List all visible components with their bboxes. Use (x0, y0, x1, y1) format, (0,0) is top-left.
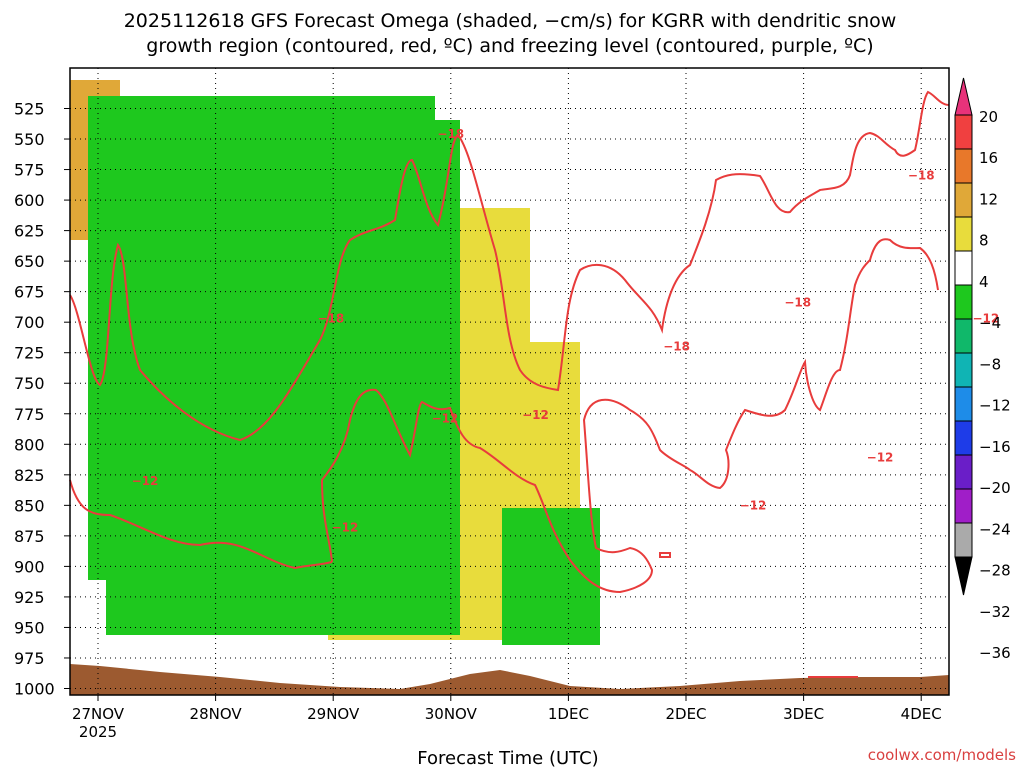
x-tick-label: 29NOV (307, 705, 360, 723)
omega-shading (70, 80, 600, 645)
contour-label: −18 (437, 127, 464, 141)
surface-terrain (70, 664, 949, 695)
y-tick-label: 825 (14, 466, 45, 485)
y-tick-label: 1000 (14, 680, 55, 699)
x-tick-label: 3DEC (783, 705, 824, 723)
y-tick-label: 750 (14, 374, 45, 393)
y-tick-label: 575 (14, 161, 45, 180)
y-tick-label: 650 (14, 252, 45, 271)
y-tick-label: 525 (14, 100, 45, 119)
contour-label: −12 (332, 520, 359, 534)
y-tick-label: 550 (14, 130, 45, 149)
y-tick-label: 700 (14, 313, 45, 332)
y-tick-label: 975 (14, 649, 45, 668)
omega-shade-region (106, 120, 460, 635)
y-tick-label: 950 (14, 618, 45, 637)
colorbar-segment (954, 216, 973, 252)
colorbar-segment (954, 522, 973, 558)
colorbar: 20 16 12 8 4 −4 −8 −12 −16 −20 −24 −28 −32 −36 (954, 77, 1011, 662)
contour-label: −12 (132, 474, 159, 488)
dgz-contour-line (659, 552, 671, 558)
colorbar-tick-label: 8 (979, 232, 989, 250)
y-tick-label: 625 (14, 222, 45, 241)
contour-label: −18 (784, 296, 811, 310)
y-tick-label: 775 (14, 405, 45, 424)
contour-label: −18 (908, 169, 935, 183)
chart-title-line2: growth region (contoured, red, ºC) and f… (146, 35, 873, 57)
x-tick-label: 4DEC (901, 705, 942, 723)
y-axis: 525 550 575 600 625 650 675 700 725 750 775 800 825 8… (14, 100, 70, 699)
contour-label: −12 (740, 498, 767, 512)
contour-label: −12 (972, 312, 999, 326)
colorbar-tick-label: −4 (979, 314, 1001, 332)
x-tick-label: 27NOV (72, 705, 125, 723)
x-tick-label: 30NOV (425, 705, 478, 723)
colorbar-tick-label: −16 (979, 438, 1011, 456)
colorbar-tick-label: −12 (979, 397, 1011, 415)
dgz-contours (69, 90, 950, 678)
dgz-contour-line (69, 90, 950, 442)
colorbar-tick-label: 12 (979, 190, 998, 208)
chart-title-line1: 2025112618 GFS Forecast Omega (shaded, −… (124, 10, 897, 32)
x-tick-label: 28NOV (190, 705, 243, 723)
contour-labels: −18−18−12−12−12−12−18−18−12−12−18−12−12−… (132, 127, 1000, 534)
colorbar-tick-label: −8 (979, 355, 1001, 373)
colorbar-tick-label: −36 (979, 644, 1011, 662)
contour-label: −12 (522, 408, 549, 422)
colorbar-bottom-arrow (954, 556, 973, 596)
terrain-fill (70, 664, 949, 695)
y-tick-label: 725 (14, 344, 45, 363)
colorbar-tick-label: −20 (979, 479, 1011, 497)
y-tick-label: 875 (14, 527, 45, 546)
x-axis: 27NOV 28NOV 29NOV 30NOV 1DEC 2DEC 3DEC 4DEC (72, 695, 942, 723)
y-tick-label: 800 (14, 435, 45, 454)
colorbar-segment (954, 352, 973, 388)
colorbar-tick-label: −28 (979, 562, 1011, 580)
contour-label: −12 (432, 412, 459, 426)
colorbar-segment (954, 318, 973, 354)
y-tick-label: 850 (14, 496, 45, 515)
colorbar-tick-label: 4 (979, 273, 989, 291)
colorbar-tick-label: 20 (979, 108, 998, 126)
contour-label: −18 (663, 340, 690, 354)
x-axis-label: Forecast Time (UTC) (417, 748, 598, 768)
colorbar-top-arrow (954, 77, 973, 116)
colorbar-segment (954, 488, 973, 524)
colorbar-segment (954, 420, 973, 456)
x-tick-label: 2DEC (665, 705, 706, 723)
colorbar-segment (954, 386, 973, 422)
colorbar-tick-label: −24 (979, 520, 1011, 538)
x-year-label: 2025 (79, 723, 117, 741)
contour-label: −18 (317, 312, 344, 326)
credit-text: coolwx.com/models (868, 746, 1016, 764)
colorbar-tick-label: 16 (979, 149, 998, 167)
colorbar-segment (954, 114, 973, 150)
contour-label: −12 (867, 451, 894, 465)
colorbar-segment (954, 454, 973, 490)
dgz-contour-line (69, 479, 333, 570)
x-tick-label: 1DEC (548, 705, 589, 723)
colorbar-tick-label: −32 (979, 603, 1011, 621)
colorbar-segment (954, 250, 973, 286)
y-tick-label: 900 (14, 557, 45, 576)
omega-shade-region (398, 404, 420, 460)
y-tick-label: 925 (14, 588, 45, 607)
y-tick-label: 600 (14, 191, 45, 210)
colorbar-segment (954, 182, 973, 218)
colorbar-segment (954, 148, 973, 184)
dgz-contour-line (320, 238, 939, 594)
colorbar-segment (954, 284, 973, 320)
y-tick-label: 675 (14, 283, 45, 302)
plot-frame (69, 67, 950, 696)
